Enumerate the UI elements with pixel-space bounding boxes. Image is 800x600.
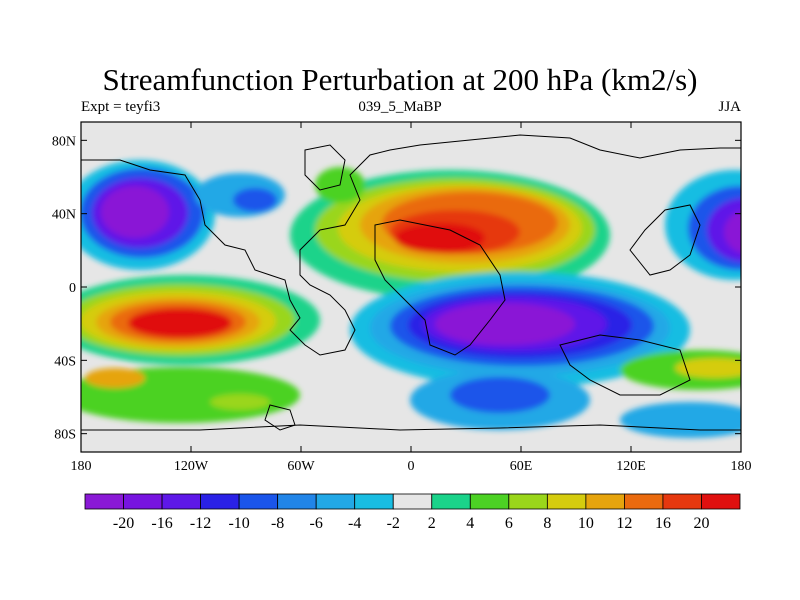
colorbar-box [546, 493, 587, 510]
lon-tick-label: 60E [510, 459, 533, 474]
colorbar-label: 4 [466, 515, 474, 532]
colorbar-label: -12 [190, 515, 211, 532]
lat-tick-label: 40S [54, 354, 76, 369]
colorbar-box [392, 493, 433, 510]
colorbar: -20 -16 -12 -10 -8 -6 -4 -2 2 4 6 8 10 12 16 20 [84, 493, 741, 532]
colorbar-label: -4 [348, 515, 361, 532]
colorbar-label: 2 [428, 515, 436, 532]
colorbar-box [277, 493, 317, 510]
colorbar-box [585, 493, 625, 510]
lat-tick-label: 80N [52, 134, 76, 149]
colorbar-label: -10 [228, 515, 249, 532]
lon-tick-label: 60W [287, 459, 315, 474]
plot-title: Streamfunction Perturbation at 200 hPa (… [102, 62, 698, 97]
colorbar-box [238, 493, 279, 510]
colorbar-box [469, 493, 510, 510]
run-label: 039_5_MaBP [358, 99, 442, 115]
colorbar-box [315, 493, 356, 510]
colorbar-label: 8 [543, 515, 551, 532]
lon-tick-label: 120W [174, 459, 209, 474]
colorbar-label: 10 [578, 515, 594, 532]
colorbar-label: -16 [151, 515, 172, 532]
colorbar-box [662, 493, 702, 510]
colorbar-box [200, 493, 240, 510]
season-label: JJA [718, 99, 741, 115]
lon-tick-label: 0 [408, 459, 415, 474]
lon-tick-label: 180 [731, 459, 752, 474]
colorbar-label: 20 [693, 515, 709, 532]
lat-tick-label: 40N [52, 208, 76, 223]
colorbar-label: 16 [655, 515, 671, 532]
lat-tick-label: 80S [54, 428, 76, 443]
colorbar-label: -8 [271, 515, 284, 532]
colorbar-box [354, 493, 394, 510]
lon-tick-label: 180 [71, 459, 92, 474]
lon-tick-label: 120E [616, 459, 646, 474]
colorbar-label: 12 [616, 515, 632, 532]
lat-tick-label: 0 [69, 281, 76, 296]
longitude-axis: 180 120W 60W 0 60E 120E 180 [71, 122, 752, 474]
colorbar-box [624, 493, 664, 510]
colorbar-box [701, 493, 741, 510]
colorbar-box [161, 493, 201, 510]
coastlines [81, 134, 741, 431]
colorbar-box [508, 493, 548, 510]
colorbar-label: -6 [310, 515, 323, 532]
contour-field [81, 160, 741, 438]
colorbar-box [84, 493, 124, 510]
colorbar-box [431, 493, 471, 510]
colorbar-box [123, 493, 163, 510]
latitude-axis: 80N 40N 0 40S 80S [52, 134, 741, 443]
colorbar-label: 6 [505, 515, 513, 532]
colorbar-label: -20 [113, 515, 134, 532]
colorbar-label: -2 [387, 515, 400, 532]
experiment-label: Expt = teyfi3 [81, 99, 161, 115]
